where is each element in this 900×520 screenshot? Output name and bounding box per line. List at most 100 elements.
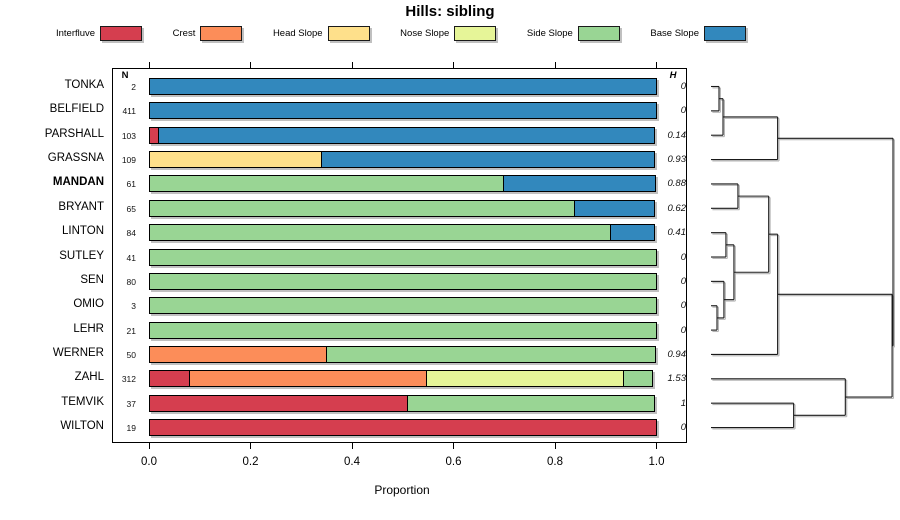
legend-item: Nose Slope [400,26,497,41]
bar-segment-crest [188,370,428,388]
dendrogram [711,85,895,430]
row-h-value: 0.41 [667,227,687,239]
row-label: MANDAN [52,176,104,189]
row-label: ZAHL [74,371,104,384]
row-h-value: 0 [680,324,686,336]
axis-tick-top [250,62,251,68]
n-column-header: N [121,69,129,81]
bar-segment-side-slope [149,248,657,266]
legend-swatch-head-slope [327,26,370,41]
row-label: OMIO [73,298,104,311]
bar-segment-side-slope [406,394,656,412]
row-n-value: 84 [126,228,136,239]
legend-label: Base Slope [650,28,699,39]
row-n-value: 312 [121,374,136,385]
bar-segment-side-slope [149,321,657,339]
bar-row [149,151,656,169]
axis-tick-label: 0.6 [445,456,462,468]
row-h-value: 0 [680,105,686,117]
row-h-value: 0.93 [667,154,687,166]
row-label: LINTON [62,225,104,238]
axis-tick-bottom [148,443,150,449]
legend-label: Head Slope [272,28,323,39]
row-n-value: 3 [131,301,136,312]
bar-segment-base-slope [503,175,656,193]
row-n-value: 2 [131,82,136,92]
legend-swatch-side-slope [577,26,620,41]
legend-swatch-crest [200,26,243,41]
bar-segment-base-slope [149,78,657,95]
axis-tick-bottom [554,443,556,449]
bar-segment-base-slope [320,151,656,169]
row-h-value: 1 [680,397,686,409]
row-h-value: 0 [680,275,686,287]
bar-row [149,199,656,217]
row-label: SEN [80,273,104,286]
legend-item: Head Slope [273,26,370,41]
axis-tick-label: 1.0 [648,456,665,468]
axis-tick-top [453,62,454,68]
row-n-value: 411 [122,106,136,117]
row-h-value: 0.94 [667,348,687,360]
legend-item: Crest [173,26,243,41]
legend-swatch-base-slope [704,26,746,41]
axis-tick-bottom [453,443,454,449]
legend-item: Side Slope [527,26,620,41]
bar-segment-base-slope [609,224,656,242]
bar-segment-side-slope [149,297,657,315]
row-h-value: 0 [680,251,686,263]
bar-segment-side-slope [149,199,576,217]
row-n-value: 50 [126,349,136,360]
axis-tick-top [148,62,150,68]
bar-segment-nose-slope [426,370,625,388]
bar-row [149,175,656,193]
plot-frame [112,68,687,443]
axis-tick-label: 0.4 [344,456,360,468]
row-h-value: 0 [680,422,686,434]
axis-tick-bottom [351,443,353,449]
row-label: BELFIELD [49,103,104,116]
chart-title: Hills: sibling [405,3,495,20]
bar-row [149,224,656,242]
axis-tick-top [656,62,657,68]
bar-row [149,78,657,95]
legend: Interfluve Crest Head Slope Nose Slope Side … [56,26,746,41]
row-n-value: 109 [121,155,136,166]
legend-label: Crest [172,28,196,39]
axis-tick-label: 0.8 [547,456,563,468]
row-label: LEHR [73,322,104,335]
bar-segment-side-slope [325,345,656,363]
row-label: PARSHALL [44,127,104,140]
row-label: WILTON [60,420,104,433]
legend-item: Interfluve [56,26,143,41]
bar-segment-interfluve [149,394,408,412]
bar-segment-base-slope [574,199,656,217]
bar-row [149,297,657,315]
row-h-value: 1.53 [667,373,687,385]
row-label: BRYANT [58,200,104,213]
bar-row [149,272,657,290]
row-n-value: 65 [126,203,136,214]
bar-row [149,248,657,266]
bar-segment-side-slope [149,175,505,193]
axis-tick-label: 0.2 [242,456,259,468]
bar-segment-side-slope [623,370,654,388]
bar-row [149,419,657,437]
axis-tick-label: 0.0 [141,456,157,468]
row-n-value: 37 [126,398,136,409]
bar-segment-crest [149,345,327,363]
row-n-value: 103 [121,130,136,141]
bar-segment-head-slope [149,151,322,169]
row-h-value: 0 [680,300,686,312]
h-column-header: H [669,69,677,81]
legend-swatch-interfluve [100,26,143,41]
x-axis-title: Proportion [374,483,430,497]
row-n-value: 61 [126,179,136,190]
legend-label: Interfluve [56,28,96,39]
bar-segment-interfluve [149,370,190,388]
bar-row [149,345,656,363]
row-h-value: 0.88 [667,178,687,190]
bar-segment-base-slope [158,126,656,144]
row-label: TONKA [64,79,104,91]
legend-swatch-nose-slope [454,26,497,41]
